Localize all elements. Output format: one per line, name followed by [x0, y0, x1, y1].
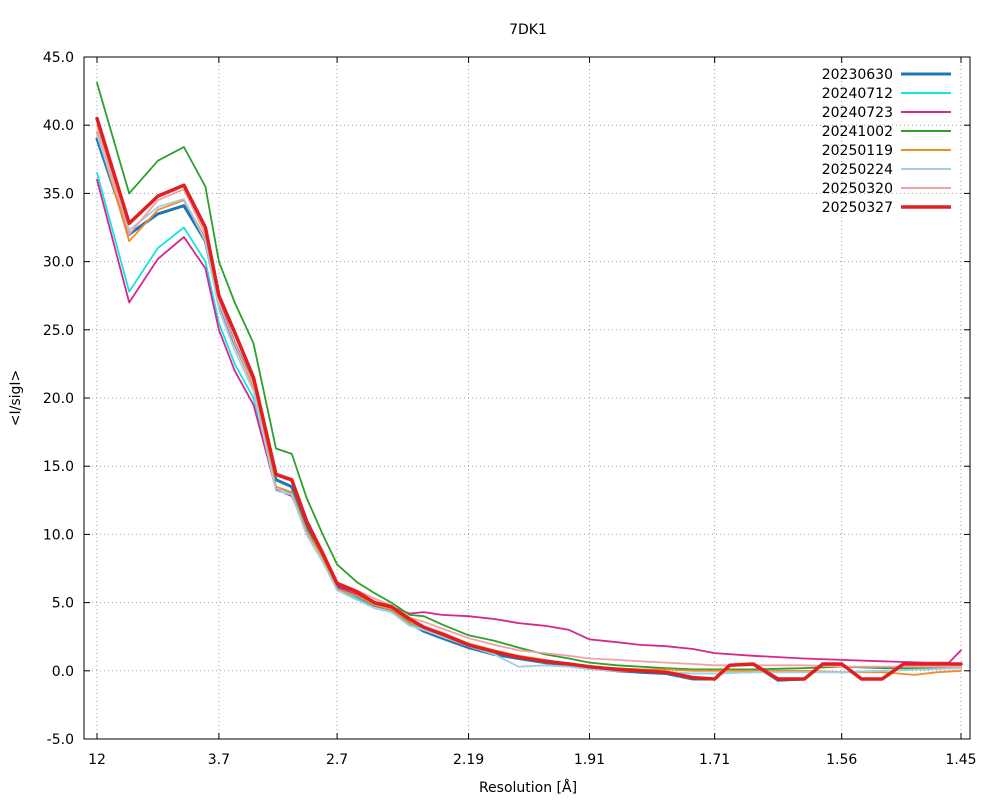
legend-label-20230630: 20230630 — [822, 67, 893, 83]
legend-label-20250327: 20250327 — [822, 200, 893, 216]
y-tick-label: 35.0 — [43, 186, 74, 202]
y-axis-title: <I/sigI> — [8, 370, 24, 427]
chart-title: 7DK1 — [509, 22, 547, 38]
series-line-20250320 — [96, 124, 962, 668]
legend-label-20250320: 20250320 — [822, 181, 893, 197]
y-tick-label: 5.0 — [52, 596, 74, 612]
legend-label-20240712: 20240712 — [822, 86, 893, 102]
grid — [84, 56, 970, 740]
x-tick-label: 1.91 — [574, 752, 605, 768]
legend: 20230630 20240712 20240723 20241002 20250119… — [822, 67, 951, 216]
x-tick-label: 3.7 — [208, 752, 230, 768]
y-tick-label: 25.0 — [43, 323, 74, 339]
series-line-20240723 — [96, 178, 962, 664]
y-tick-label: 40.0 — [43, 118, 74, 134]
x-tick-label: 1.56 — [826, 752, 857, 768]
y-tick-label: 0.0 — [52, 664, 74, 680]
legend-label-20250119: 20250119 — [822, 143, 893, 159]
x-tick-label: 2.7 — [326, 752, 348, 768]
axis-ticks: 12 3.7 2.7 2.19 1.91 1.71 1.56 1.45 -5.0 0.0 5.0 10… — [43, 50, 977, 768]
y-tick-label: 30.0 — [43, 255, 74, 271]
x-tick-label: 12 — [88, 752, 106, 768]
series-line-20250327 — [95, 116, 963, 681]
y-tick-label: 20.0 — [43, 391, 74, 407]
x-tick-label: 1.71 — [699, 752, 730, 768]
x-tick-label: 2.19 — [453, 752, 484, 768]
y-tick-label: 10.0 — [43, 527, 74, 543]
legend-label-20241002: 20241002 — [822, 124, 893, 140]
legend-label-20250224: 20250224 — [822, 162, 893, 178]
y-tick-label: 15.0 — [43, 459, 74, 475]
y-tick-label: -5.0 — [47, 732, 74, 748]
series-line-20241002 — [96, 82, 962, 671]
y-tick-label: 45.0 — [43, 50, 74, 66]
series-lines — [95, 82, 963, 682]
x-axis-title: Resolution [Å] — [479, 779, 577, 796]
legend-label-20240723: 20240723 — [822, 105, 893, 121]
x-tick-label: 1.45 — [945, 752, 976, 768]
